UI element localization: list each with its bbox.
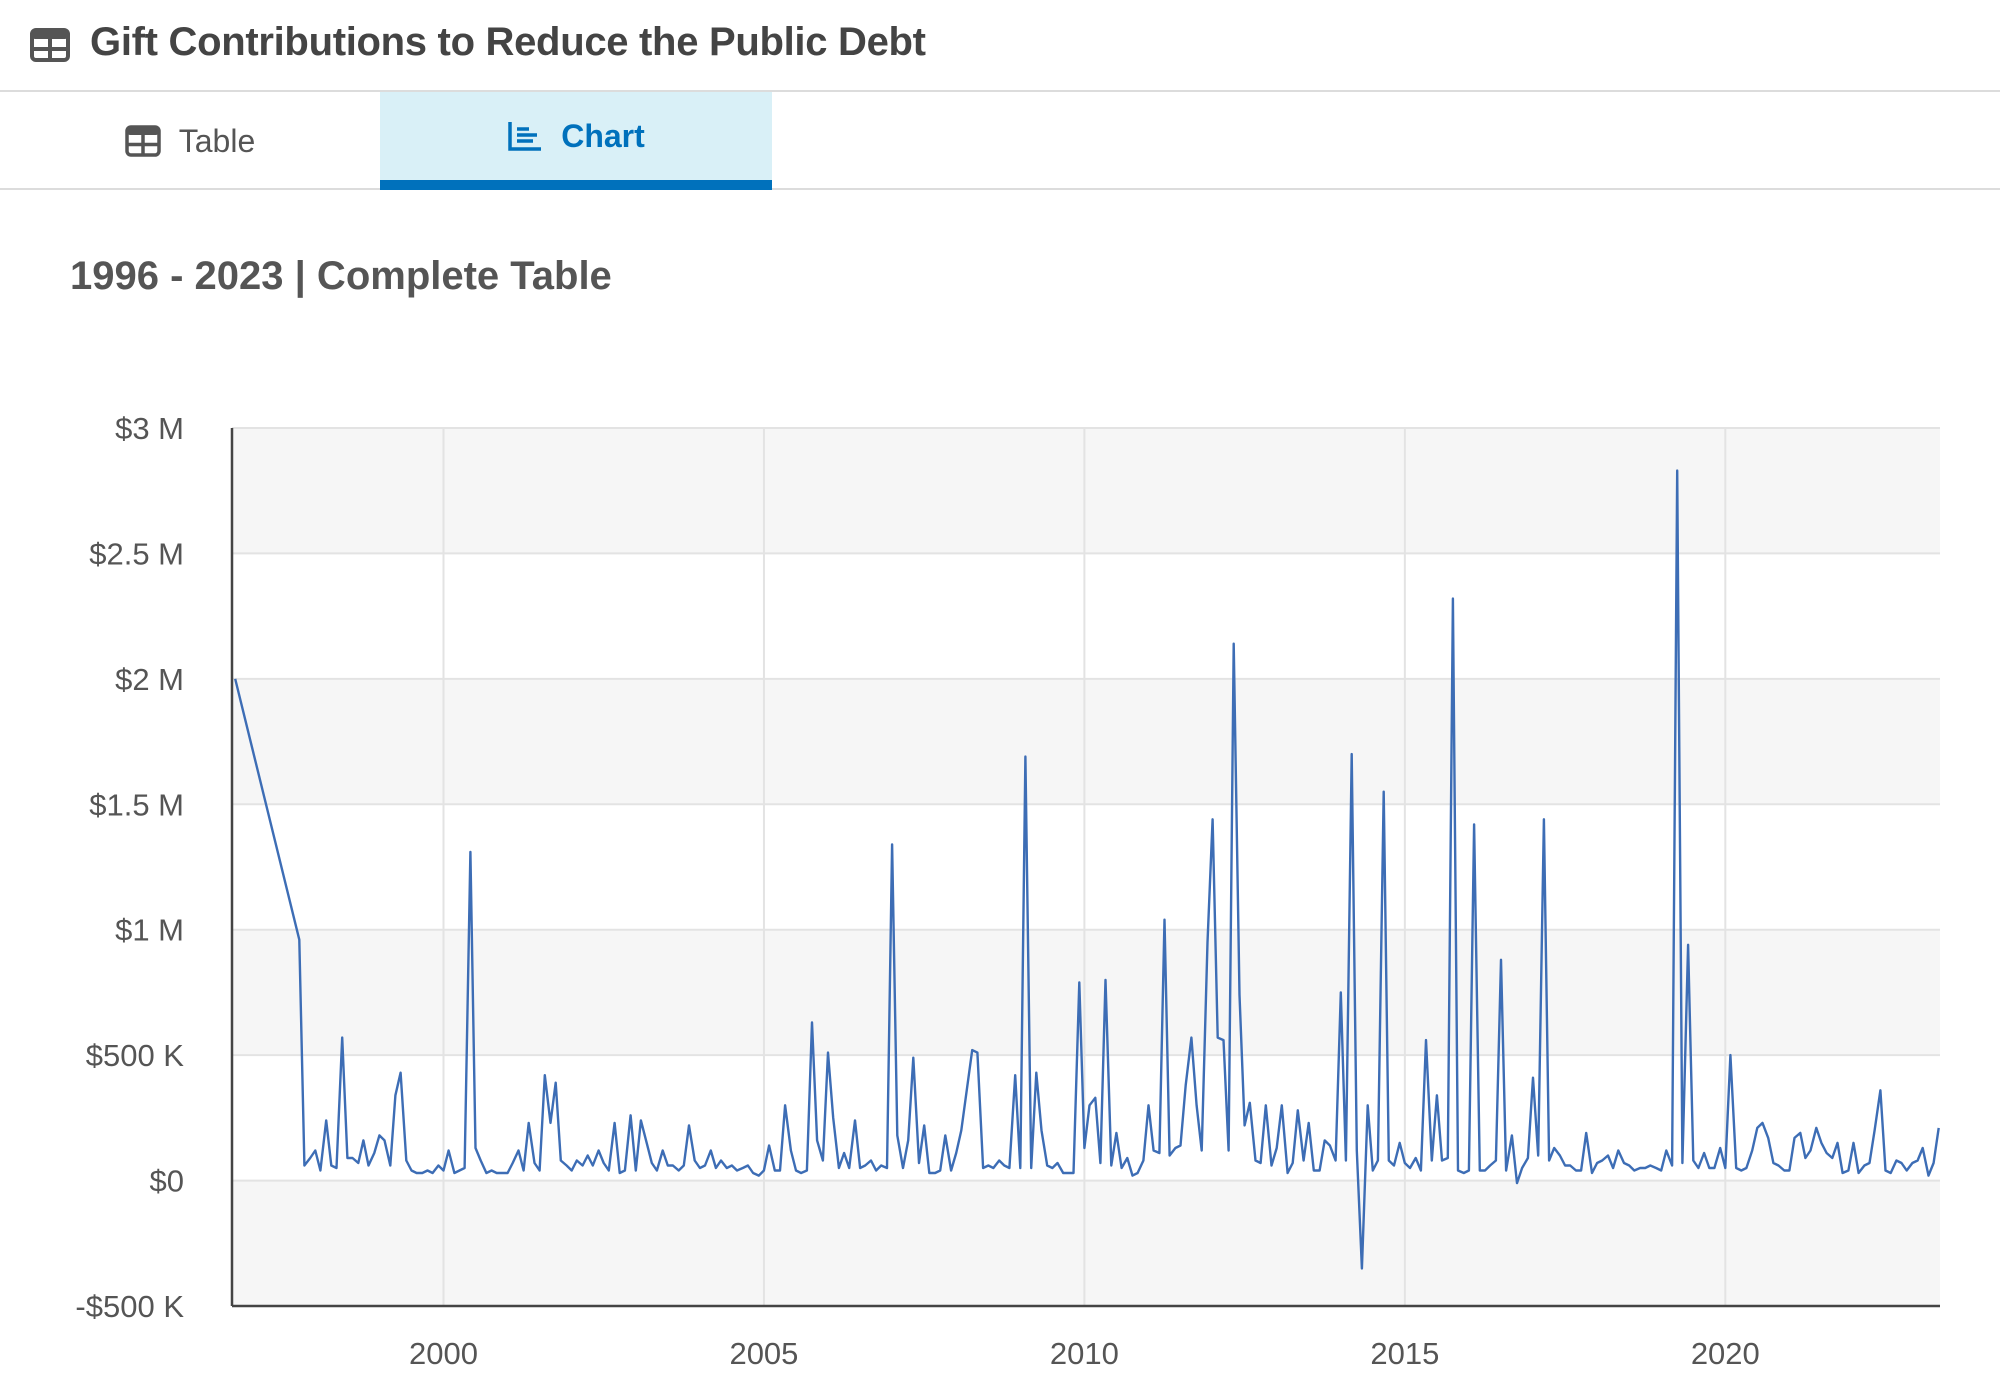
axes — [230, 428, 1940, 1308]
y-tick-label: $1.5 M — [89, 787, 184, 822]
x-tick-label: 2015 — [1370, 1336, 1439, 1371]
line-chart: $3 M$2.5 M$2 M$1.5 M$1 M$500 K$0-$500 K … — [75, 411, 1940, 1371]
tab-chart[interactable]: Chart — [380, 92, 772, 190]
plot-band — [232, 929, 1940, 1056]
y-tick-label: $1 M — [115, 913, 184, 948]
y-tick-label: $500 K — [86, 1038, 185, 1073]
plot-band — [232, 1180, 1940, 1306]
y-tick-label: $2.5 M — [89, 536, 184, 571]
tab-table[interactable]: Table — [0, 92, 380, 190]
x-axis-ticks: 2000 2005 2010 2015 2020 — [409, 1336, 1760, 1371]
x-tick-label: 2010 — [1050, 1336, 1119, 1371]
series-line — [234, 469, 1940, 1270]
grid-lines — [232, 427, 1940, 1307]
y-tick-label: -$500 K — [75, 1289, 184, 1324]
y-tick-label: $2 M — [115, 662, 184, 697]
table-icon — [125, 125, 161, 157]
x-tick-label: 2005 — [729, 1336, 798, 1371]
tab-table-label: Table — [178, 122, 256, 159]
page-title: Gift Contributions to Reduce the Public … — [90, 20, 926, 64]
plot-band — [232, 678, 1940, 805]
y-axis-ticks: $3 M $2.5 M $2 M $1.5 M $1 M $500 K $0 -$500 K — [75, 411, 184, 1324]
line-chart-icon — [508, 122, 542, 151]
plot-bands — [232, 428, 1940, 1306]
table-icon — [30, 28, 70, 62]
x-tick-label: 2000 — [409, 1336, 478, 1371]
y-tick-label: $3 M — [115, 411, 184, 446]
x-tick-label: 2020 — [1691, 1336, 1760, 1371]
plot-band — [232, 428, 1940, 554]
view-tabs: Table Chart — [0, 92, 2000, 190]
chart-subtitle: 1996 - 2023 | Complete Table — [70, 254, 612, 298]
page-header: Gift Contributions to Reduce the Public … — [0, 0, 2000, 92]
series-layer — [234, 469, 1940, 1270]
tab-chart-label: Chart — [561, 117, 645, 154]
y-tick-label: $0 — [150, 1164, 184, 1199]
